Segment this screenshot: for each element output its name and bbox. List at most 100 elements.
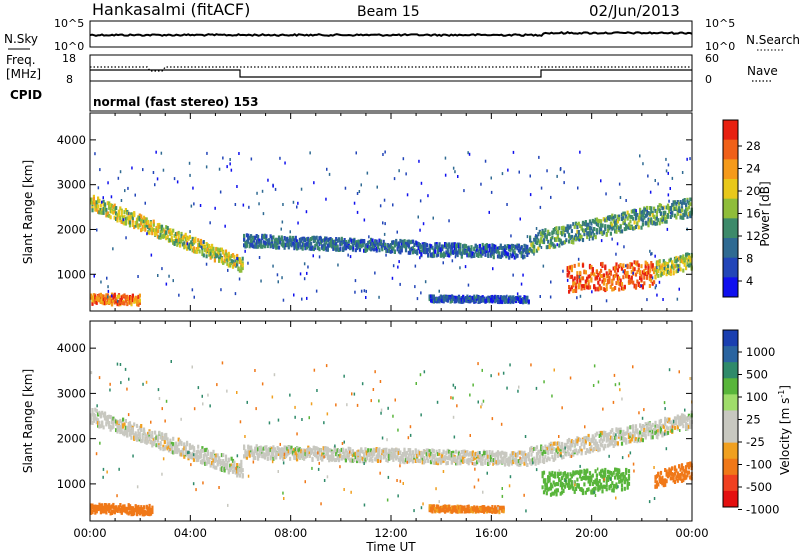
velocity-cell <box>213 459 216 463</box>
power-cell <box>265 236 268 241</box>
power-cell <box>572 222 575 227</box>
power-cell <box>593 272 596 277</box>
velocity-cell <box>680 413 684 418</box>
velocity-cell <box>650 432 653 437</box>
velocity-cell <box>632 434 635 439</box>
velocity-cell <box>252 453 255 458</box>
power-cell <box>671 210 674 215</box>
power-cell <box>163 234 166 239</box>
velocity-cell <box>119 430 122 435</box>
power-cell <box>512 249 515 254</box>
velocity-cell <box>145 437 148 442</box>
power-cell <box>491 243 494 248</box>
velocity-cell <box>669 428 672 433</box>
power-cell <box>598 286 601 291</box>
velocity-cell <box>240 463 243 468</box>
velocity-cell <box>535 445 539 450</box>
velocity-cell <box>524 455 527 460</box>
velocity-cell <box>400 454 403 459</box>
velocity-cell <box>388 456 391 461</box>
velocity-cell <box>634 437 638 442</box>
power-cell <box>190 204 193 208</box>
power-cell <box>94 152 96 156</box>
power-cell <box>658 203 661 208</box>
power-cell <box>165 236 168 241</box>
power-cell <box>321 244 324 249</box>
velocity-cell <box>237 467 240 472</box>
velocity-cell <box>337 449 341 453</box>
power-cell <box>177 234 180 239</box>
power-cell <box>676 257 679 262</box>
velocity-cell <box>236 470 239 474</box>
power-cell <box>236 253 239 258</box>
velocity-cell <box>385 458 388 462</box>
power-cell <box>630 209 633 214</box>
velocity-cell <box>552 441 555 446</box>
power-cell <box>547 244 550 249</box>
power-cell <box>588 230 592 235</box>
power-cell <box>446 248 449 253</box>
power-cell <box>322 243 325 248</box>
power-cell <box>106 297 109 302</box>
velocity-cell <box>330 451 334 456</box>
velocity-cell <box>559 447 562 452</box>
power-cell <box>321 238 324 243</box>
velocity-cell <box>369 452 373 457</box>
power-cell <box>262 212 265 216</box>
velocity-cell <box>448 449 451 454</box>
velocity-cell <box>586 449 589 453</box>
velocity-cell <box>138 435 141 440</box>
power-cell <box>666 269 670 274</box>
power-cell <box>456 244 459 249</box>
power-cell <box>376 185 378 189</box>
velocity-cell <box>643 424 646 429</box>
power-cell <box>467 283 470 287</box>
power-cell <box>212 246 215 251</box>
power-cell <box>451 259 454 263</box>
power-cell <box>477 249 480 254</box>
velocity-cell <box>464 452 467 457</box>
power-cell <box>554 237 557 242</box>
power-cell <box>635 209 637 213</box>
power-cell <box>664 210 667 215</box>
power-cell <box>195 249 198 253</box>
power-cell <box>148 226 151 231</box>
power-cell <box>566 272 569 277</box>
velocity-cell <box>187 454 190 459</box>
velocity-cell <box>659 426 663 431</box>
power-cell <box>120 199 123 202</box>
power-cell <box>611 213 614 218</box>
power-cell <box>629 280 632 285</box>
power-cell <box>680 258 684 263</box>
power-cell <box>641 209 644 214</box>
power-cell <box>600 219 603 224</box>
power-cell <box>138 293 141 298</box>
power-cell <box>686 157 688 161</box>
power-cell <box>576 223 579 227</box>
velocity-cell <box>686 418 689 423</box>
power-cell <box>141 224 144 229</box>
velocity-band-0 <box>90 407 244 479</box>
power-cell <box>385 253 387 257</box>
velocity-cell <box>124 431 127 435</box>
power-cell <box>381 243 384 248</box>
power-cell <box>142 215 146 220</box>
velocity-cell <box>548 486 551 491</box>
power-cell <box>397 241 401 246</box>
power-cell <box>689 258 692 263</box>
velocity-cell <box>436 452 440 457</box>
velocity-cell <box>293 455 296 460</box>
power-cell <box>222 156 224 160</box>
velocity-cell <box>138 508 141 512</box>
velocity-cell <box>658 428 661 433</box>
power-cell <box>598 226 601 231</box>
power-cell <box>180 231 183 236</box>
velocity-cell <box>120 510 123 515</box>
power-cell <box>516 292 519 296</box>
power-cell <box>570 264 573 269</box>
power-cell <box>572 237 575 242</box>
power-cell <box>584 221 587 226</box>
velocity-cell <box>533 446 536 451</box>
velocity-cell <box>517 450 520 455</box>
